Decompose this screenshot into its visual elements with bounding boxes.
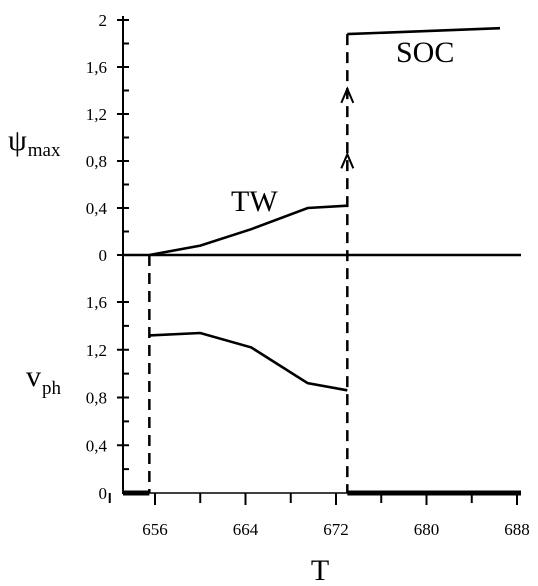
bottom-y-tick-label: 1,6 bbox=[86, 293, 107, 312]
axes bbox=[122, 16, 521, 494]
top-y-axis-label-sub: max bbox=[28, 140, 61, 161]
top-y-tick-label: 1,6 bbox=[86, 58, 107, 77]
top-y-axis-label: ψmax bbox=[8, 124, 61, 161]
labels: ψmax vph T TW SOC bbox=[8, 36, 454, 586]
x-axis-label: T bbox=[311, 554, 329, 586]
x-tick-label: 688 bbox=[504, 520, 530, 539]
top-y-tick-label: 2 bbox=[99, 11, 108, 30]
top-y-tick-label: 0,8 bbox=[86, 152, 107, 171]
top-y-tick-label: 0 bbox=[99, 246, 108, 265]
bottom-y-tick-label: 1,2 bbox=[86, 341, 107, 360]
bottom-y-tick-label: 0,8 bbox=[86, 389, 107, 408]
vph-curve bbox=[149, 331, 348, 392]
soc-curve bbox=[347, 26, 501, 36]
tw-curve bbox=[149, 204, 348, 257]
x-tick-label: 664 bbox=[233, 520, 259, 539]
ticks: 0 0,4 0,8 1,2 1,6 2 0 0,4 0,8 1,2 1,6 656 664 672 680 6… bbox=[86, 11, 530, 539]
x-tick-label: 672 bbox=[323, 520, 349, 539]
tw-annotation: TW bbox=[231, 185, 278, 218]
top-y-tick-label: 1,2 bbox=[86, 105, 107, 124]
top-y-tick-label: 0,4 bbox=[86, 199, 108, 218]
curves bbox=[123, 26, 521, 496]
bottom-y-tick-label: 0,4 bbox=[86, 436, 108, 455]
bottom-y-axis-label-sub: ph bbox=[42, 378, 62, 399]
transition-arrowhead bbox=[340, 151, 355, 169]
bottom-y-axis-label: vph bbox=[26, 360, 62, 399]
x-tick-label: 680 bbox=[414, 520, 440, 539]
transition-arrowhead bbox=[340, 86, 355, 104]
x-tick-label: 656 bbox=[142, 520, 168, 539]
bottom-y-tick-label: 0 bbox=[99, 484, 108, 503]
soc-annotation: SOC bbox=[396, 36, 454, 69]
